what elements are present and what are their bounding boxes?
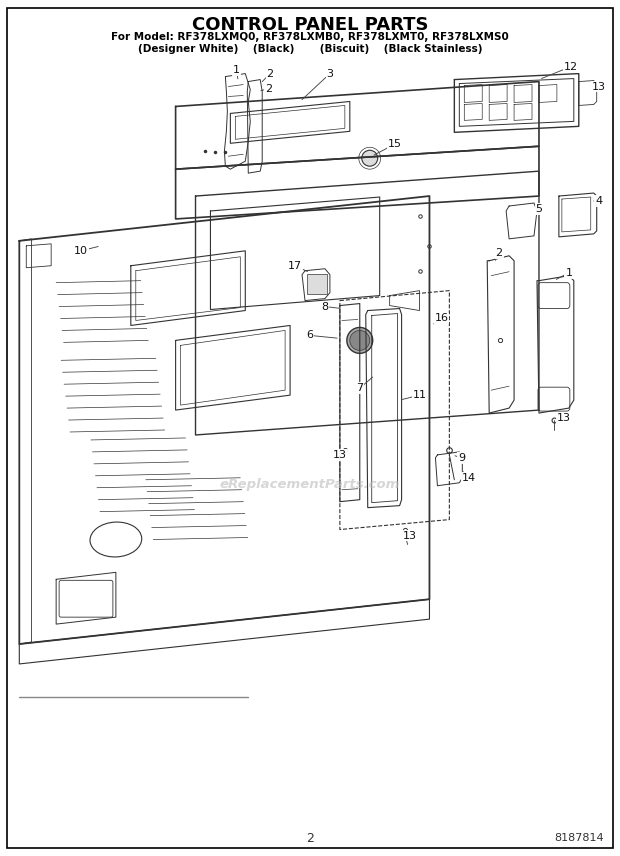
Text: 1: 1: [233, 64, 240, 74]
Text: For Model: RF378LXMQ0, RF378LXMB0, RF378LXMT0, RF378LXMS0: For Model: RF378LXMQ0, RF378LXMB0, RF378…: [111, 32, 509, 42]
Text: 6: 6: [306, 330, 314, 341]
Text: 8: 8: [321, 301, 329, 312]
FancyBboxPatch shape: [538, 387, 570, 411]
Text: 8187814: 8187814: [554, 833, 604, 843]
Text: 12: 12: [564, 62, 578, 72]
Text: 2: 2: [306, 832, 314, 845]
Text: 10: 10: [74, 246, 88, 256]
Text: 11: 11: [412, 390, 427, 400]
Circle shape: [361, 151, 378, 166]
Text: 9: 9: [458, 453, 465, 463]
FancyBboxPatch shape: [538, 282, 570, 308]
Text: 14: 14: [463, 473, 476, 483]
Text: 16: 16: [435, 313, 448, 324]
Text: 2: 2: [495, 247, 503, 258]
Text: CONTROL PANEL PARTS: CONTROL PANEL PARTS: [192, 16, 428, 34]
Circle shape: [350, 330, 370, 350]
Text: 7: 7: [356, 383, 363, 393]
Text: 13: 13: [557, 413, 571, 423]
Text: 5: 5: [536, 204, 542, 214]
Text: 13: 13: [333, 450, 347, 460]
FancyBboxPatch shape: [307, 274, 327, 294]
Text: 13: 13: [402, 531, 417, 540]
Text: 17: 17: [288, 261, 302, 270]
Text: (Designer White)    (Black)       (Biscuit)    (Black Stainless): (Designer White) (Black) (Biscuit) (Blac…: [138, 44, 482, 54]
Text: eReplacementParts.com: eReplacementParts.com: [220, 479, 400, 491]
Text: 3: 3: [326, 68, 334, 79]
Text: 1: 1: [565, 268, 572, 277]
Ellipse shape: [90, 522, 142, 557]
Text: 2: 2: [265, 84, 272, 93]
Text: 4: 4: [595, 196, 602, 206]
Circle shape: [347, 328, 373, 354]
Text: 15: 15: [388, 140, 402, 149]
FancyBboxPatch shape: [59, 580, 113, 617]
Text: 2: 2: [267, 68, 274, 79]
Text: 13: 13: [591, 81, 606, 92]
